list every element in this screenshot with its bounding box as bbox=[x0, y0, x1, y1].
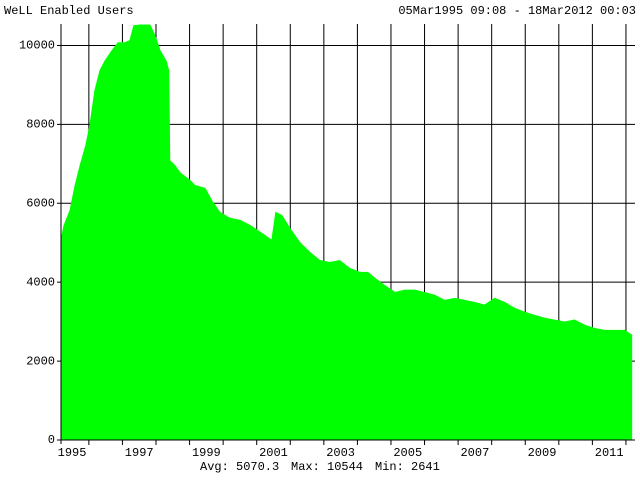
footer: Avg: 5070.3 Max: 10544 Min: 2641 bbox=[200, 460, 440, 474]
y-tick-label: 6000 bbox=[26, 196, 55, 210]
y-tick-label: 10000 bbox=[19, 39, 55, 53]
y-tick-label: 0 bbox=[48, 433, 55, 447]
chart-title: WeLL Enabled Users bbox=[4, 4, 134, 18]
x-tick-label: 1997 bbox=[125, 446, 154, 460]
y-tick-label: 2000 bbox=[26, 354, 55, 368]
x-tick-label: 2003 bbox=[326, 446, 355, 460]
x-tick-label: 2009 bbox=[528, 446, 557, 460]
avg-label: Avg: bbox=[200, 460, 229, 474]
x-tick-label: 1995 bbox=[58, 446, 87, 460]
x-tick-label: 2011 bbox=[595, 446, 624, 460]
x-tick-label: 2005 bbox=[393, 446, 422, 460]
x-tick-label: 1999 bbox=[192, 446, 221, 460]
date-range: 05Mar1995 09:08 - 18Mar2012 00:03 bbox=[398, 4, 636, 18]
min-value: 2641 bbox=[411, 460, 440, 474]
x-tick-label: 2007 bbox=[460, 446, 489, 460]
max-value: 10544 bbox=[327, 460, 363, 474]
max-label: Max: bbox=[291, 460, 320, 474]
y-tick-label: 8000 bbox=[26, 118, 55, 132]
x-tick-label: 2001 bbox=[259, 446, 288, 460]
area bbox=[60, 24, 633, 441]
min-label: Min: bbox=[375, 460, 404, 474]
avg-value: 5070.3 bbox=[236, 460, 279, 474]
y-tick-label: 4000 bbox=[26, 275, 55, 289]
